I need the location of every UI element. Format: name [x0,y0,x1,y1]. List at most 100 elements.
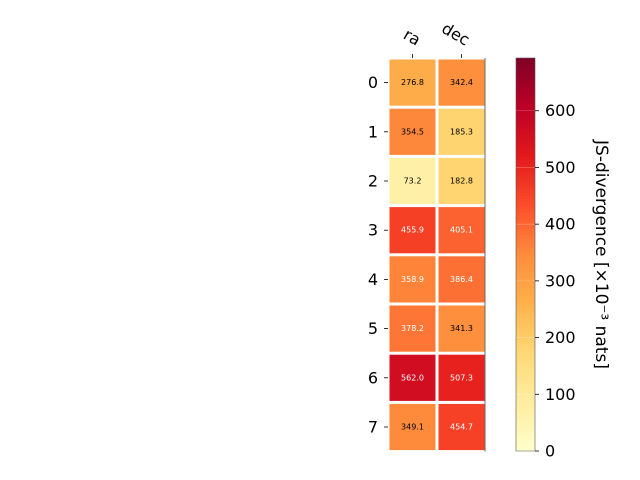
colorbar-segment [516,238,535,242]
colorbar-segment [516,192,535,197]
colorbar-segment [516,352,535,357]
cell-value-label: 386.4 [450,275,473,284]
colorbar-segment [516,447,535,452]
colorbar-segment [516,110,535,115]
colorbar-segment [516,123,535,128]
colorbar-segment [516,437,535,442]
colorbar-segment [516,329,535,334]
colorbar-segment [516,365,535,370]
colorbar-segment [516,182,535,187]
row-tick-label: 1 [368,122,378,141]
colorbar-segment [516,208,535,213]
colorbar-segment [516,179,535,184]
colorbar-segment [516,152,535,157]
colorbar-segment [516,283,535,288]
colorbar-segment [516,333,535,337]
cell-value-label: 73.2 [404,177,422,186]
colorbar-segment [516,297,535,301]
colorbar-segment [516,58,535,62]
heatmap-cell [438,207,485,254]
colorbar-segment [516,172,535,177]
colorbar-segment [516,202,535,206]
colorbar-segment [516,428,535,432]
heatmap-cell [389,305,436,352]
heatmap-cell [389,108,436,155]
colorbar-label: JS-divergence [×10⁻³ nats] [591,139,611,369]
heatmap-cell [389,59,436,106]
colorbar-segment [516,342,535,347]
colorbar-segment [516,421,535,426]
heatmap-cell [389,403,436,451]
colorbar-segment [516,218,535,223]
colorbar-segment [516,221,535,226]
colorbar-segment [516,349,535,354]
colorbar-segment [516,84,535,89]
colorbar-segment [516,388,535,393]
cell-value-label: 341.3 [450,324,473,333]
cell-value-label: 455.9 [401,226,424,235]
colorbar-segment [516,424,535,429]
colorbar-tick-label: 600 [545,101,576,120]
colorbar-segment [516,67,535,72]
colorbar-segment [516,372,535,377]
colorbar-segment [516,310,535,315]
row-tick-label: 6 [368,368,378,387]
cell-value-label: 507.3 [450,373,473,382]
colorbar-segment [516,228,535,233]
colorbar-segment [516,359,535,364]
heatmap-cell [389,207,436,254]
cell-value-label: 562.0 [401,373,424,382]
colorbar-segment [516,87,535,92]
colorbar-segment [516,375,535,380]
colorbar-segment [516,356,535,360]
colorbar-tick-label: 500 [545,158,576,177]
colorbar-segment [516,149,535,154]
colorbar-segment [516,133,535,138]
cell-value-label: 182.8 [450,177,473,186]
colorbar-segment [516,116,535,121]
colorbar-segment [516,143,535,148]
colorbar-segment [516,64,535,69]
colorbar-segment [516,113,535,118]
colorbar-segment [516,126,535,131]
column-tick-label: dec [439,19,473,50]
colorbar-segment [516,323,535,328]
cell-value-label: 454.7 [450,423,473,432]
colorbar-segment [516,77,535,82]
colorbar-segment [516,251,535,256]
row-tick-label: 4 [368,270,378,289]
colorbar-segment [516,120,535,125]
cell-value-label: 378.2 [401,324,424,333]
colorbar-segment [516,280,535,285]
colorbar-tick-label: 100 [545,385,576,404]
colorbar-segment [516,198,535,203]
colorbar-segment [516,408,535,413]
colorbar-tick-label: 400 [545,215,576,234]
colorbar-segment [516,441,535,446]
row-tick-label: 2 [368,172,378,191]
colorbar-segment [516,405,535,410]
colorbar-segment [516,277,535,282]
colorbar-segment [516,94,535,98]
colorbar-segment [516,159,535,164]
colorbar-segment [516,274,535,279]
colorbar-segment [516,300,535,305]
colorbar-segment [516,247,535,252]
colorbar-segment [516,414,535,419]
colorbar-segment [516,146,535,151]
colorbar-segment [516,175,535,180]
heatmap-cell [438,108,485,155]
colorbar-segment [516,444,535,449]
colorbar-segment [516,303,535,308]
colorbar-segment [516,205,535,210]
colorbar-segment [516,369,535,373]
colorbar-segment [516,231,535,236]
colorbar-segment [516,241,535,246]
colorbar-segment [516,287,535,292]
heatmap-cell [438,256,485,303]
colorbar-segment [516,431,535,436]
colorbar-segment [516,398,535,403]
colorbar-segment [516,346,535,351]
colorbar-segment [516,100,535,105]
